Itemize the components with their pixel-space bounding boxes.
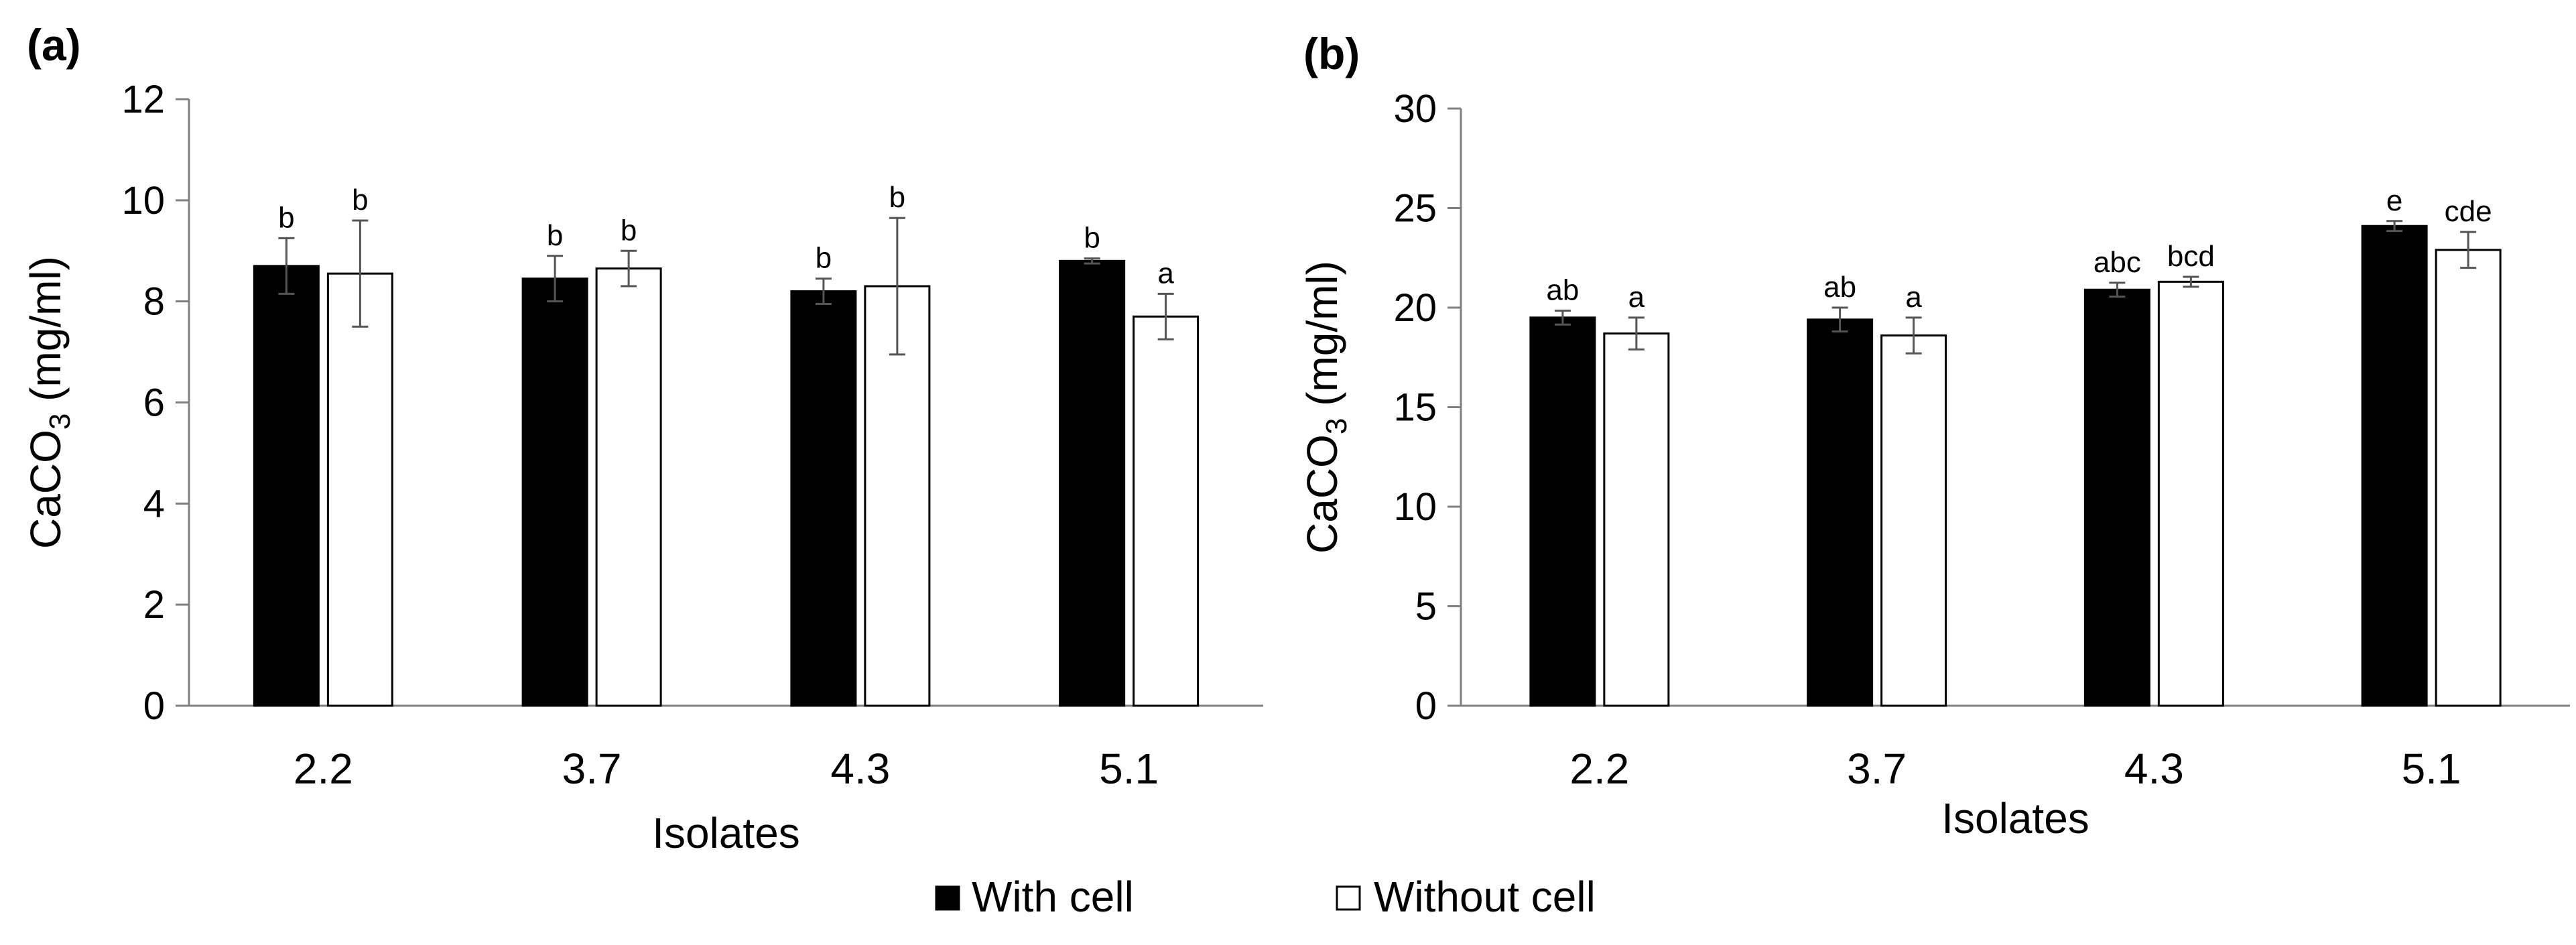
legend-swatch-without-cell — [1336, 885, 1361, 911]
bar-with-cell — [2361, 225, 2428, 707]
significance-label: a — [1905, 281, 1922, 314]
y-tick-label: 20 — [1393, 286, 1437, 330]
bar-without-cell — [1133, 315, 1200, 707]
significance-label: b — [352, 184, 368, 216]
bar-without-cell — [864, 285, 931, 707]
y-axis-title-unit: (mg/ml) — [1298, 261, 1346, 418]
legend-label-without-cell: Without cell — [1374, 873, 1596, 921]
significance-label: a — [1157, 257, 1174, 290]
significance-label: b — [816, 242, 832, 275]
significance-label: b — [1084, 222, 1100, 255]
legend-swatch-with-cell — [935, 885, 960, 911]
y-tick-label: 0 — [1415, 684, 1437, 728]
bar-with-cell — [521, 277, 588, 707]
x-tick-label: 2.2 — [1569, 745, 1629, 793]
bar-without-cell — [2157, 280, 2224, 707]
y-axis-title: CaCO3 (mg/ml) — [1298, 261, 1353, 554]
bar-without-cell — [1880, 334, 1947, 707]
y-tick-label: 10 — [1393, 485, 1437, 529]
chart-panel-b: (b) 0 5 10 15 20 25 30 ab a 2.2 ab a 3.7 abc bcd 4.3 e cde… — [1298, 29, 2570, 842]
x-tick-label: 5.1 — [1099, 745, 1159, 793]
y-tick-label: 4 — [143, 482, 165, 525]
bar-with-cell — [1059, 259, 1126, 707]
significance-label: a — [1628, 281, 1645, 314]
x-axis-title: Isolates — [652, 809, 800, 857]
y-tick-label: 30 — [1393, 87, 1437, 131]
x-tick-label: 5.1 — [2402, 745, 2461, 793]
significance-label: e — [2386, 184, 2402, 217]
y-tick-label: 12 — [121, 78, 165, 121]
x-tick-label: 2.2 — [294, 745, 353, 793]
significance-label: cde — [2445, 195, 2492, 228]
y-tick-label: 25 — [1393, 187, 1437, 231]
bar-without-cell — [2435, 249, 2502, 707]
panel-label: (b) — [1303, 29, 1360, 78]
bar-without-cell — [326, 272, 393, 707]
panel-label: (a) — [27, 20, 81, 70]
y-tick-label: 8 — [143, 280, 165, 324]
chart-panel-a: (a) 0 2 4 6 8 10 12 b b 2.2 b b 3.7 b b 4.3 b a 5.1 Isolates… — [21, 20, 1263, 857]
x-tick-label: 3.7 — [1847, 745, 1907, 793]
x-tick-label: 3.7 — [562, 745, 622, 793]
y-tick-label: 0 — [143, 684, 165, 728]
y-tick-label: 10 — [121, 179, 165, 223]
y-tick-label: 2 — [143, 583, 165, 627]
significance-label: b — [889, 181, 905, 214]
significance-label: b — [547, 219, 563, 252]
significance-label: b — [278, 201, 294, 234]
bar-with-cell — [1807, 318, 1874, 707]
significance-label: ab — [1823, 271, 1856, 304]
bar-without-cell — [1603, 332, 1670, 707]
significance-label: abc — [2094, 246, 2141, 279]
x-tick-label: 4.3 — [2124, 745, 2184, 793]
y-axis-title-main: CaCO — [1298, 434, 1346, 554]
y-axis-title-subscript: 3 — [44, 414, 76, 430]
bar-with-cell — [1529, 316, 1596, 707]
significance-label: b — [621, 214, 637, 247]
y-tick-label: 5 — [1415, 585, 1437, 629]
legend-label-with-cell: With cell — [972, 873, 1134, 921]
bar-with-cell — [790, 290, 857, 707]
y-axis-title-main: CaCO — [21, 430, 70, 549]
y-tick-label: 6 — [143, 381, 165, 425]
bar-without-cell — [595, 267, 662, 707]
bar-with-cell — [2083, 288, 2150, 707]
legend: With cell Without cell — [935, 873, 1596, 921]
y-axis-title-subscript: 3 — [1320, 418, 1353, 434]
bar-with-cell — [253, 265, 320, 707]
y-axis-title-unit: (mg/ml) — [21, 256, 70, 414]
significance-label: ab — [1546, 273, 1579, 306]
x-tick-label: 4.3 — [830, 745, 890, 793]
y-tick-label: 15 — [1393, 386, 1437, 430]
y-axis-title: CaCO3 (mg/ml) — [21, 256, 76, 549]
x-axis-title: Isolates — [1941, 794, 2089, 842]
significance-label: bcd — [2167, 240, 2215, 273]
